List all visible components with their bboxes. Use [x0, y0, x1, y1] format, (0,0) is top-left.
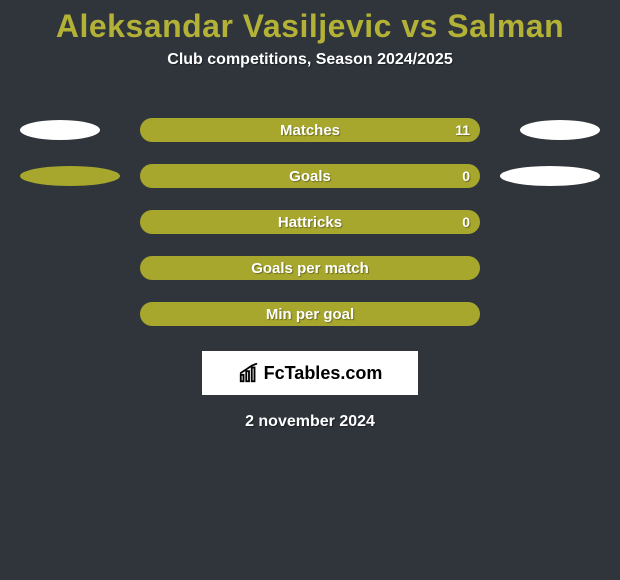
subtitle: Club competitions, Season 2024/2025 — [0, 51, 620, 69]
stat-bar-goals-per-match: Goals per match — [140, 256, 480, 280]
right-ellipse-matches — [520, 120, 600, 140]
stat-label-hattricks: Hattricks — [140, 214, 480, 231]
stat-label-matches: Matches — [140, 122, 480, 139]
stat-label-goals: Goals — [140, 168, 480, 185]
date-label: 2 november 2024 — [0, 413, 620, 431]
stat-row-hattricks: Hattricks0 — [0, 199, 620, 245]
logo-box: FcTables.com — [202, 351, 418, 395]
stats-area: Matches11Goals0Hattricks0Goals per match… — [0, 107, 620, 337]
comparison-card: Aleksandar Vasiljevic vs Salman Club com… — [0, 0, 620, 580]
stat-value-goals: 0 — [462, 168, 470, 184]
logo-text: FcTables.com — [264, 363, 383, 384]
stat-bar-hattricks: Hattricks0 — [140, 210, 480, 234]
stat-bar-min-per-goal: Min per goal — [140, 302, 480, 326]
stat-value-matches: 11 — [455, 122, 470, 138]
site-logo[interactable]: FcTables.com — [238, 362, 383, 384]
chart-icon — [238, 362, 260, 384]
right-ellipse-goals — [500, 166, 600, 186]
stat-row-matches: Matches11 — [0, 107, 620, 153]
stat-bar-goals: Goals0 — [140, 164, 480, 188]
left-ellipse-matches — [20, 120, 100, 140]
stat-value-hattricks: 0 — [462, 214, 470, 230]
stat-row-goals-per-match: Goals per match — [0, 245, 620, 291]
stat-label-min-per-goal: Min per goal — [140, 306, 480, 323]
stat-bar-matches: Matches11 — [140, 118, 480, 142]
stat-label-goals-per-match: Goals per match — [140, 260, 480, 277]
stat-row-goals: Goals0 — [0, 153, 620, 199]
stat-row-min-per-goal: Min per goal — [0, 291, 620, 337]
page-title: Aleksandar Vasiljevic vs Salman — [0, 0, 620, 45]
left-ellipse-goals — [20, 166, 120, 186]
